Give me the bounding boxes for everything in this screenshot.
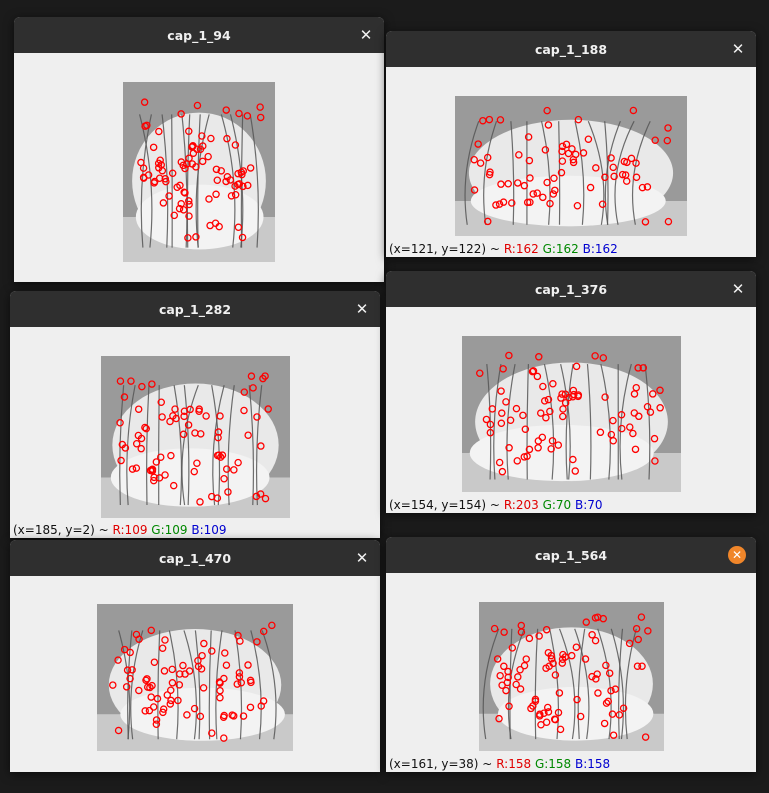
close-icon[interactable]: ✕ [359, 25, 373, 44]
window-title: cap_1_376 [534, 281, 608, 297]
title-bar[interactable]: cap_1_564 ✕ [386, 537, 756, 573]
cap-photo [479, 602, 664, 751]
status-red: R:109 [112, 523, 148, 537]
image-canvas-area [10, 576, 380, 772]
status-red: R:158 [496, 757, 532, 771]
status-green: G:158 [534, 757, 572, 771]
status-red: R:203 [503, 498, 539, 512]
pixel-status-bar: (x=154, y=154) ~ R:203 G:70 B:70 [389, 498, 603, 512]
status-coords: (x=121, y=122) ~ [389, 242, 500, 256]
status-coords: (x=154, y=154) ~ [389, 498, 500, 512]
image-window-cap_1_282[interactable]: cap_1_282 ✕ (x=185, y=2) ~ R:109 G:109 B… [10, 291, 380, 538]
window-title: cap_1_282 [158, 301, 232, 317]
title-bar[interactable]: cap_1_188 ✕ [386, 31, 756, 67]
status-blue: B:70 [575, 498, 603, 512]
image-window-cap_1_188[interactable]: cap_1_188 ✕ (x=121, y=122) ~ R:162 G:162… [386, 31, 756, 257]
close-icon[interactable]: ✕ [731, 39, 745, 58]
close-icon[interactable]: ✕ [355, 299, 369, 318]
status-green: G:70 [542, 498, 572, 512]
cap-photo [455, 96, 687, 236]
window-title: cap_1_564 [534, 547, 608, 563]
status-blue: B:109 [191, 523, 227, 537]
close-icon[interactable]: ✕ [728, 546, 746, 564]
keypoint-image[interactable] [455, 96, 687, 236]
title-bar[interactable]: cap_1_376 ✕ [386, 271, 756, 307]
status-coords: (x=161, y=38) ~ [389, 757, 493, 771]
cap-photo [97, 604, 293, 751]
status-red: R:162 [503, 242, 539, 256]
pixel-status-bar: (x=185, y=2) ~ R:109 G:109 B:109 [13, 523, 227, 537]
status-green: G:162 [542, 242, 579, 256]
window-title: cap_1_470 [158, 550, 232, 566]
image-window-cap_1_376[interactable]: cap_1_376 ✕ (x=154, y=154) ~ R:203 G:70 … [386, 271, 756, 513]
status-green: G:109 [151, 523, 188, 537]
pixel-status-bar: (x=121, y=122) ~ R:162 G:162 B:162 [389, 242, 618, 256]
close-icon[interactable]: ✕ [731, 279, 745, 298]
keypoint-image[interactable] [462, 336, 681, 492]
image-canvas-area: (x=154, y=154) ~ R:203 G:70 B:70 [386, 307, 756, 513]
cap-photo [123, 82, 275, 262]
image-window-cap_1_564[interactable]: cap_1_564 ✕ (x=161, y=38) ~ R:158 G:158 … [386, 537, 756, 772]
close-icon[interactable]: ✕ [355, 548, 369, 567]
cap-photo [462, 336, 681, 492]
image-canvas-area: (x=185, y=2) ~ R:109 G:109 B:109 [10, 327, 380, 538]
title-bar[interactable]: cap_1_94 ✕ [14, 17, 384, 53]
keypoint-image[interactable] [479, 602, 664, 751]
image-window-cap_1_94[interactable]: cap_1_94 ✕ [14, 17, 384, 282]
image-canvas-area [14, 53, 384, 282]
status-blue: B:162 [582, 242, 618, 256]
title-bar[interactable]: cap_1_282 ✕ [10, 291, 380, 327]
image-window-cap_1_470[interactable]: cap_1_470 ✕ [10, 540, 380, 772]
keypoint-image[interactable] [101, 356, 290, 518]
status-coords: (x=185, y=2) ~ [13, 523, 109, 537]
title-bar[interactable]: cap_1_470 ✕ [10, 540, 380, 576]
image-canvas-area: (x=121, y=122) ~ R:162 G:162 B:162 [386, 67, 756, 257]
pixel-status-bar: (x=161, y=38) ~ R:158 G:158 B:158 [389, 757, 610, 771]
window-title: cap_1_94 [167, 27, 231, 43]
keypoint-image[interactable] [97, 604, 293, 751]
keypoint-image[interactable] [123, 82, 275, 262]
status-blue: B:158 [575, 757, 611, 771]
window-title: cap_1_188 [534, 41, 608, 57]
image-canvas-area: (x=161, y=38) ~ R:158 G:158 B:158 [386, 573, 756, 772]
cap-photo [101, 356, 290, 518]
